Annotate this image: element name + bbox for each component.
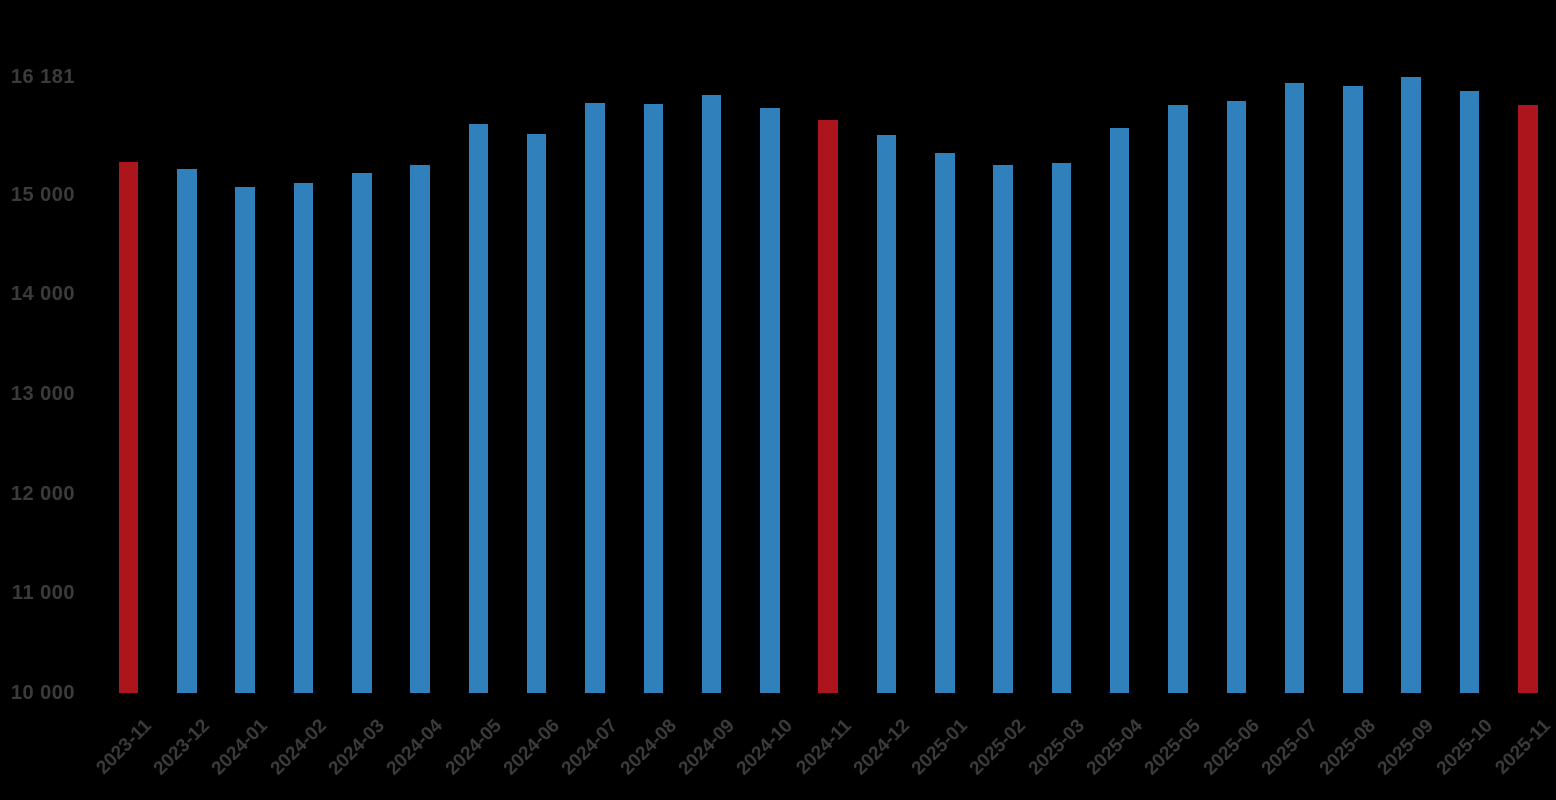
x-tick-label: 2024-09 (674, 715, 739, 780)
bar-2024-03 (352, 172, 372, 693)
bar-2024-02 (293, 182, 314, 693)
x-tick-label: 2024-03 (324, 715, 389, 780)
x-tick-label: 2025-10 (1432, 715, 1497, 780)
bar-2024-09 (701, 95, 722, 693)
x-tick-label: 2023-12 (149, 715, 215, 780)
x-tick-label: 2024-05 (441, 715, 506, 780)
x-tick-label: 2025-08 (1315, 715, 1381, 780)
x-tick-label: 2024-02 (266, 715, 331, 780)
x-tick-label: 2025-07 (1257, 715, 1322, 780)
y-tick-label: 13 000 (10, 383, 75, 406)
y-tick-label: 11 000 (11, 582, 75, 605)
x-tick-label: 2024-10 (732, 715, 798, 780)
bar-2025-08 (1343, 86, 1363, 693)
x-tick-label: 2024-01 (208, 715, 273, 780)
x-tick-label: 2025-01 (907, 715, 972, 780)
x-tick-label: 2024-12 (849, 715, 914, 780)
bar-2025-09 (1401, 77, 1421, 693)
x-tick-label: 2025-11 (1491, 715, 1555, 779)
x-tick-label: 2024-07 (557, 715, 623, 780)
y-tick-label: 16 181 (10, 66, 75, 88)
x-tick-label: 2025-03 (1024, 715, 1089, 780)
x-tick-label: 2023-11 (92, 715, 156, 779)
bar-2025-05 (1168, 105, 1188, 693)
bar-2025-02 (993, 164, 1013, 693)
bar-2024-10 (760, 107, 780, 693)
y-tick-label: 14 000 (10, 283, 75, 306)
x-tick-label: 2024-06 (499, 715, 564, 780)
x-tick-label: 2024-11 (791, 715, 856, 779)
x-tick-label: 2025-04 (1082, 715, 1147, 780)
bar-2024-08 (643, 104, 664, 693)
y-tick-label: 15 000 (10, 183, 75, 206)
bar-2024-06 (526, 133, 547, 693)
bar-2024-01 (235, 186, 255, 693)
x-tick-label: 2025-05 (1140, 715, 1206, 780)
bar-2025-03 (1051, 162, 1072, 693)
x-tick-label: 2025-06 (1199, 715, 1264, 780)
bar-2025-07 (1284, 83, 1305, 693)
x-tick-label: 2025-02 (966, 715, 1031, 780)
bar-2025-06 (1226, 101, 1247, 693)
y-tick-label: 12 000 (10, 482, 75, 505)
y-tick-label: 10 000 (10, 682, 75, 704)
x-tick-label: 2024-08 (616, 715, 681, 780)
bar-2025-11 (1518, 105, 1538, 693)
bar-2024-07 (585, 103, 605, 693)
bar-2025-01 (935, 152, 955, 693)
bar-2025-04 (1109, 127, 1130, 693)
bar-2023-11 (118, 161, 139, 693)
x-tick-label: 2025-09 (1374, 715, 1439, 780)
x-tick-label: 2024-04 (383, 715, 448, 780)
bar-2024-05 (468, 123, 489, 693)
bar-2023-12 (177, 168, 197, 693)
bar-2025-10 (1459, 91, 1480, 693)
bar-2024-11 (818, 119, 838, 693)
bar-2024-04 (410, 164, 430, 693)
bar-2024-12 (876, 134, 897, 693)
